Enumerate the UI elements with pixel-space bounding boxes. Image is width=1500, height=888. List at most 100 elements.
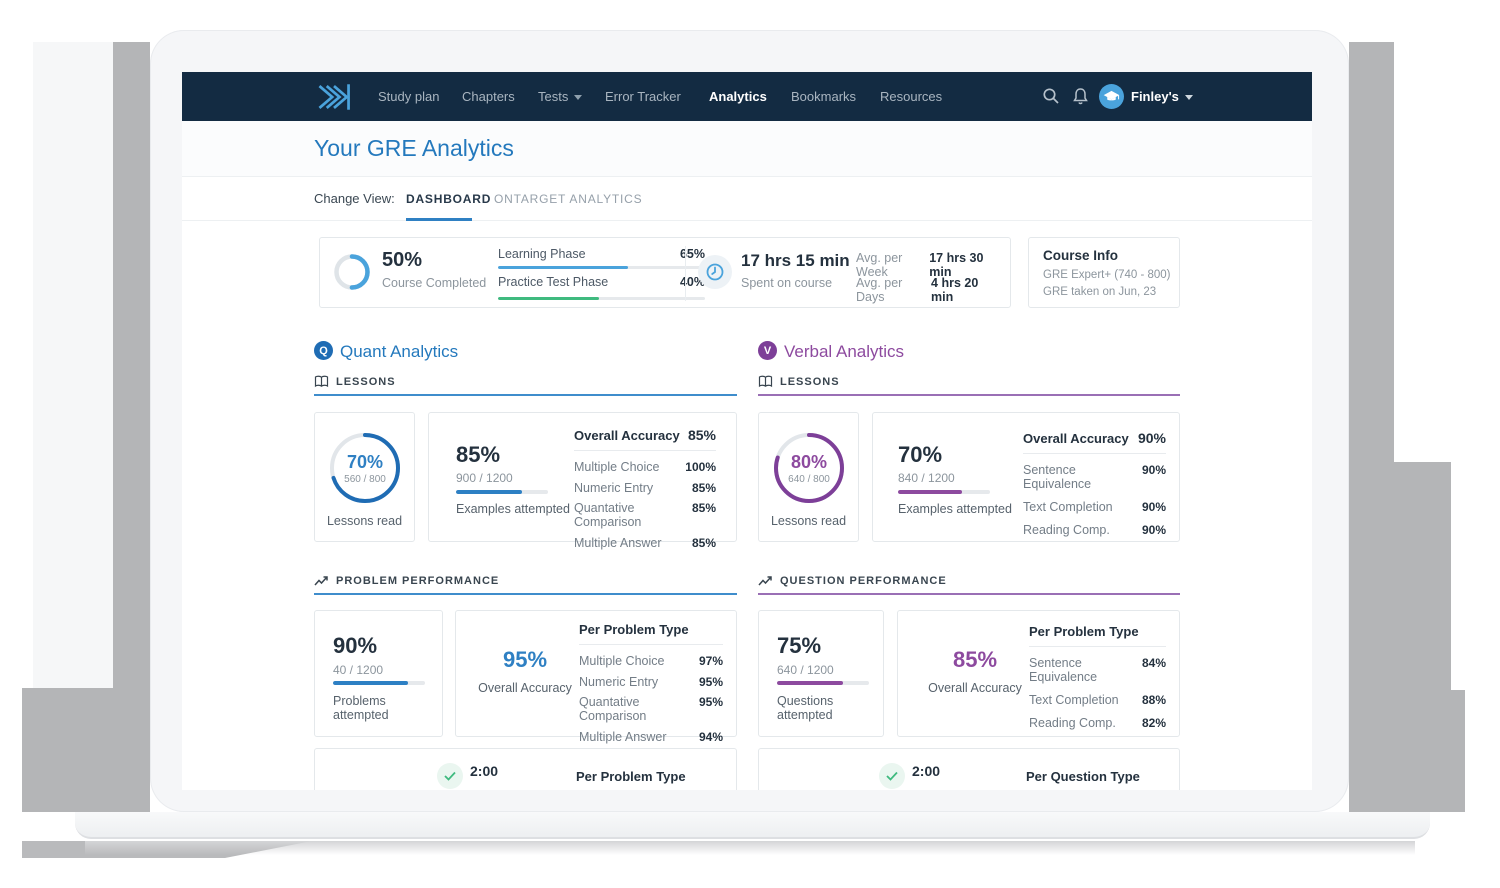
lessons-read-label: Lessons read [326, 514, 403, 528]
per-type-row: Sentence Equivalence 84% [1029, 656, 1166, 684]
perf-attempted-bar [777, 681, 869, 685]
phase-value: 65% [679, 247, 705, 261]
course-progress-card: 50% Course Completed Learning Phase 65% … [319, 237, 1011, 308]
tab-dashboard[interactable]: DASHBOARD [406, 192, 492, 206]
examples-attempted-card: 70% 840 / 1200 Examples attempted Overal… [872, 412, 1180, 542]
attempted-frac: 900 / 1200 [456, 471, 513, 485]
nav-study-plan[interactable]: Study plan [378, 89, 440, 104]
accuracy-row: Quantative Comparison 85% [574, 501, 716, 529]
perf-attempted-pct: 90% [333, 633, 378, 658]
shadow-right-strip1 [1349, 42, 1394, 812]
lessons-read-donut: 70% 560 / 800 [327, 430, 403, 506]
accuracy-row: Text Completion 90% [1023, 500, 1166, 514]
course-completed-donut [333, 253, 371, 291]
attempted-label: Examples attempted [898, 502, 1012, 516]
check-icon [437, 763, 463, 789]
phase-label: Learning Phase [498, 247, 586, 261]
lessons-read-donut: 80% 640 / 800 [771, 430, 847, 506]
shadow-left-bottom [22, 688, 113, 812]
verbal-lessons-heading: LESSONS [780, 376, 840, 388]
top-nav: Study plan Chapters Tests Error Tracker … [182, 72, 1312, 121]
avg-label: Avg. per Days [856, 276, 903, 304]
search-icon[interactable] [1042, 87, 1060, 110]
nav-chapters[interactable]: Chapters [462, 89, 515, 104]
nav-analytics[interactable]: Analytics [709, 89, 767, 104]
lessons-read-pct: 70% [346, 451, 384, 472]
pacing-time: 2:00 [470, 763, 499, 779]
change-view-label: Change View: [314, 191, 395, 206]
nav-error-tracker[interactable]: Error Tracker [605, 89, 681, 104]
attempted-pct: 70% [898, 442, 943, 467]
per-type-title: Per Problem Type [579, 622, 689, 637]
perf-attempted-frac: 640 / 1200 [777, 663, 834, 677]
accuracy-title: Overall Accuracy [574, 428, 680, 443]
brand-logo[interactable] [314, 82, 354, 112]
chevron-down-icon [574, 95, 583, 101]
phase-progress-bar [498, 297, 705, 300]
verbal-pacing-card: 2:00 Per Question Type [758, 748, 1180, 790]
lessons-read-card: 70% 560 / 800 Lessons read [314, 412, 415, 542]
book-icon [758, 375, 773, 393]
shadow-left-strip [113, 42, 150, 812]
phase-progress-block: Learning Phase 65% Practice Test Phase 4… [498, 238, 705, 309]
per-question-type-list: Per Problem Type Sentence Equivalence 84%… [1029, 624, 1166, 730]
pacing-time: 2:00 [912, 763, 941, 779]
overall-accuracy-card: 95% Overall Accuracy Per Problem Type Mu… [455, 610, 737, 744]
course-completed-label: Course Completed [382, 276, 487, 290]
notifications-bell-icon[interactable] [1072, 87, 1089, 110]
avg-label: Avg. per Week [856, 251, 903, 279]
check-icon [879, 763, 905, 789]
nav-bookmarks[interactable]: Bookmarks [791, 89, 857, 104]
book-icon [314, 375, 329, 393]
trend-icon [314, 574, 329, 592]
brand-logo-icon [318, 84, 350, 110]
user-menu[interactable]: Finley's [1131, 72, 1193, 121]
perf-overall-label: Overall Accuracy [478, 681, 572, 695]
per-problem-type-list: Per Problem Type Multiple Choice 97% Nume… [579, 622, 723, 744]
quant-pacing-card: 2:00 Per Problem Type [314, 748, 737, 790]
per-type-row: Multiple Choice 97% [579, 654, 723, 668]
course-info-line: GRE Expert+ (740 - 800) [1043, 269, 1171, 281]
lessons-read-card: 80% 640 / 800 Lessons read [758, 412, 859, 542]
shadow-right-strip2 [1394, 462, 1451, 812]
chevron-down-icon [1184, 95, 1193, 101]
per-type-row: Text Completion 88% [1029, 693, 1166, 707]
user-avatar[interactable] [1099, 84, 1124, 109]
overall-accuracy-card: 85% Overall Accuracy Per Problem Type Se… [897, 610, 1180, 737]
avg-value: 4 hrs 20 min [931, 276, 979, 304]
phase-label: Practice Test Phase [498, 275, 609, 289]
course-info-card: Course Info GRE Expert+ (740 - 800) GRE … [1028, 237, 1180, 308]
course-info-line: GRE taken on Jun, 23 [1043, 286, 1157, 298]
course-completed-pct: 50% [382, 249, 423, 271]
nav-tests[interactable]: Tests [538, 72, 583, 121]
problems-attempted-card: 90% 40 / 1200 Problems attempted [314, 610, 443, 737]
accuracy-row: Sentence Equivalence 90% [1023, 463, 1166, 491]
perf-attempted-label: Questions attempted [777, 694, 834, 722]
nav-resources[interactable]: Resources [880, 89, 943, 104]
avg-value: 17 hrs 30 min [929, 251, 984, 279]
accuracy-row: Multiple Choice 100% [574, 460, 716, 474]
per-type-row: Reading Comp. 82% [1029, 716, 1166, 730]
quant-lessons-heading: LESSONS [336, 376, 396, 388]
overall-accuracy-list: Overall Accuracy 85% Multiple Choice 100% … [574, 427, 716, 550]
lessons-read-frac: 640 / 800 [788, 473, 830, 485]
tab-ontarget-analytics[interactable]: ONTARGET ANALYTICS [494, 192, 643, 206]
trend-icon [758, 574, 773, 592]
accuracy-value: 85% [687, 427, 716, 443]
perf-attempted-frac: 40 / 1200 [333, 663, 384, 677]
view-switch-bar: Change View: DASHBOARD ONTARGET ANALYTIC… [182, 177, 1312, 221]
attempted-frac: 840 / 1200 [898, 471, 955, 485]
perf-attempted-bar [333, 681, 425, 685]
accuracy-row: Reading Comp. 90% [1023, 523, 1166, 537]
laptop-base [75, 812, 1430, 839]
attempted-label: Examples attempted [456, 502, 570, 516]
verbal-lessons-rule [758, 394, 1180, 396]
shadow-left-light [33, 42, 113, 688]
verbal-performance-heading: QUESTION PERFORMANCE [780, 575, 947, 587]
pacing-per-type-title: Per Question Type [1026, 769, 1140, 784]
lessons-read-pct: 80% [790, 451, 828, 472]
perf-attempted-label: Problems attempted [333, 694, 389, 722]
page-title: Your GRE Analytics [314, 135, 514, 161]
time-spent-label: Spent on course [741, 276, 833, 290]
